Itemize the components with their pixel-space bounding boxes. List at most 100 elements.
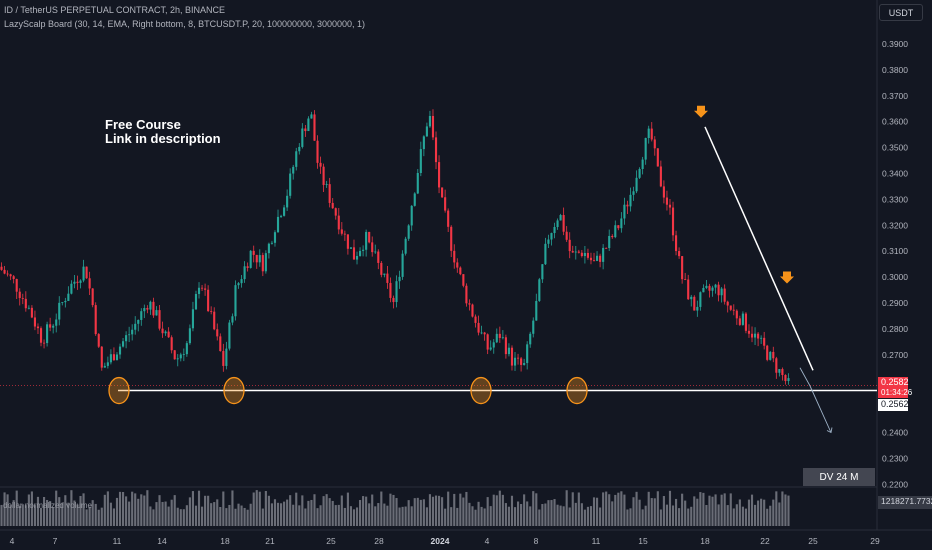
volume-bar bbox=[386, 505, 389, 526]
volume-bar bbox=[714, 494, 717, 526]
volume-bar bbox=[374, 506, 377, 526]
candle-body bbox=[73, 281, 76, 284]
candle-body bbox=[580, 252, 583, 257]
volume-bar bbox=[161, 501, 164, 526]
volume-bar bbox=[64, 495, 67, 526]
volume-bar bbox=[106, 491, 109, 526]
volume-bar bbox=[562, 506, 565, 526]
volume-bar bbox=[185, 505, 188, 526]
support-touch-circle bbox=[108, 376, 130, 405]
volume-bar bbox=[216, 499, 219, 526]
candle-body bbox=[46, 324, 49, 344]
volume-bar bbox=[33, 505, 37, 526]
candle-body bbox=[377, 251, 380, 263]
candle-body bbox=[690, 296, 693, 300]
volume-bar bbox=[468, 502, 471, 526]
volume-bar bbox=[696, 498, 699, 526]
candle-body bbox=[155, 310, 158, 316]
volume-bar bbox=[535, 493, 538, 526]
candle-body bbox=[723, 288, 726, 302]
candle-body bbox=[684, 279, 687, 280]
volume-bar bbox=[772, 499, 775, 526]
candle-body bbox=[49, 324, 52, 328]
volume-bar bbox=[410, 506, 413, 526]
annotation-text[interactable]: Free Course Link in description bbox=[105, 118, 221, 146]
volume-bar bbox=[437, 495, 441, 526]
y-tick-label: 0.3400 bbox=[882, 169, 908, 179]
candle-body bbox=[772, 351, 775, 359]
support-touch-circle bbox=[223, 376, 245, 405]
x-tick-label: 21 bbox=[265, 536, 275, 546]
candle-body bbox=[668, 204, 672, 208]
volume-bar bbox=[638, 499, 641, 526]
support-touch-circle bbox=[470, 376, 492, 405]
volume-bar bbox=[134, 493, 137, 526]
volume-bar bbox=[188, 497, 191, 526]
candle-body bbox=[115, 354, 119, 361]
candle-body bbox=[447, 210, 450, 227]
volume-bar bbox=[204, 495, 207, 526]
candle-body bbox=[304, 128, 307, 132]
x-tick-label: 8 bbox=[534, 536, 539, 546]
volume-bar bbox=[538, 509, 541, 526]
candle-body bbox=[279, 215, 283, 217]
x-tick-label: 18 bbox=[700, 536, 710, 546]
volume-bar bbox=[523, 494, 526, 526]
volume-bar bbox=[337, 504, 340, 526]
volume-bar bbox=[152, 509, 155, 526]
candle-body bbox=[91, 288, 94, 306]
volume-bar bbox=[760, 498, 763, 526]
candle-body bbox=[355, 255, 359, 260]
volume-bar bbox=[39, 508, 43, 526]
candle-body bbox=[617, 225, 620, 229]
candle-body bbox=[641, 159, 644, 170]
candle-body bbox=[769, 351, 772, 360]
candle-body bbox=[696, 306, 699, 311]
volume-bar bbox=[678, 508, 681, 526]
candle-body bbox=[97, 334, 100, 347]
candle-body bbox=[614, 225, 617, 238]
candle-body bbox=[176, 358, 179, 360]
volume-bar bbox=[431, 496, 435, 526]
candle-body bbox=[258, 255, 261, 263]
candle-body bbox=[550, 233, 553, 240]
volume-bar bbox=[605, 491, 608, 526]
candle-body bbox=[149, 301, 152, 310]
x-tick-label: 22 bbox=[760, 536, 770, 546]
candle-body bbox=[225, 348, 228, 366]
candle-body bbox=[18, 291, 21, 299]
volume-bar bbox=[383, 503, 386, 526]
indicator-legend[interactable]: LazyScalp Board (30, 14, EMA, Right bott… bbox=[4, 19, 366, 29]
candle-body bbox=[261, 255, 264, 272]
candle-body bbox=[286, 195, 289, 208]
volume-bar bbox=[486, 497, 489, 526]
volume-bar bbox=[574, 502, 577, 526]
volume-bar bbox=[550, 500, 553, 526]
volume-bar bbox=[434, 495, 438, 526]
candle-body bbox=[0, 266, 3, 270]
volume-bar bbox=[325, 494, 328, 526]
volume-bar bbox=[480, 506, 483, 526]
candle-body bbox=[662, 186, 665, 198]
volume-bar bbox=[346, 492, 349, 526]
candle-body bbox=[273, 232, 277, 243]
volume-bar bbox=[735, 504, 738, 526]
volume-bar bbox=[15, 490, 18, 526]
candle-body bbox=[468, 303, 471, 305]
volume-bar bbox=[626, 509, 629, 526]
candle-body bbox=[255, 254, 258, 263]
volume-bar bbox=[690, 506, 693, 526]
currency-button[interactable]: USDT bbox=[879, 4, 923, 21]
volume-bar bbox=[465, 491, 468, 526]
volume-bar bbox=[194, 505, 198, 526]
candle-body bbox=[589, 257, 593, 261]
volume-bar bbox=[416, 497, 419, 526]
candle-body bbox=[15, 279, 18, 292]
candle-body bbox=[395, 281, 398, 303]
candle-body bbox=[21, 298, 24, 299]
volume-bar bbox=[568, 507, 571, 526]
candle-body bbox=[559, 215, 562, 221]
candle-body bbox=[337, 215, 340, 230]
volume-bar bbox=[516, 501, 520, 526]
